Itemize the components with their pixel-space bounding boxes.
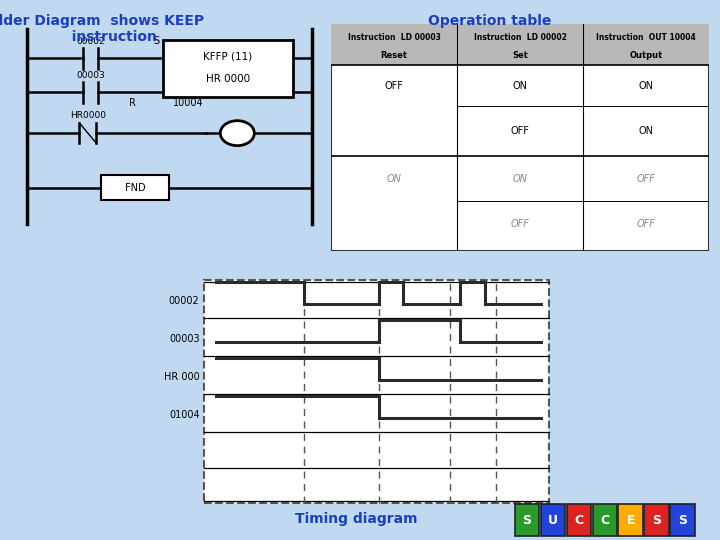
Bar (204, 280, 549, 503)
Text: OFF: OFF (636, 219, 656, 229)
Text: OFF: OFF (636, 173, 656, 184)
Bar (331, 24, 709, 65)
Text: OFF: OFF (510, 219, 530, 229)
Text: S: S (523, 514, 531, 526)
Text: S: S (652, 514, 661, 526)
Bar (101, 175, 169, 200)
Text: 00003: 00003 (169, 334, 199, 344)
Text: OFF: OFF (384, 80, 404, 91)
Circle shape (220, 120, 254, 146)
Text: 00002: 00002 (76, 37, 104, 45)
Text: C: C (575, 514, 583, 526)
Text: Set: Set (512, 51, 528, 59)
Text: HR 000: HR 000 (163, 372, 199, 382)
Text: Instruction  LD 00003: Instruction LD 00003 (348, 32, 441, 42)
Text: R: R (129, 98, 135, 108)
Text: ON: ON (513, 80, 528, 91)
Text: 00003: 00003 (76, 71, 104, 79)
Text: S: S (678, 514, 687, 526)
Text: S: S (154, 36, 160, 45)
Text: Ladder Diagram  shows KEEP
          instruction: Ladder Diagram shows KEEP instruction (0, 14, 204, 44)
Text: 00002: 00002 (168, 296, 199, 306)
Text: HR 0000: HR 0000 (206, 74, 250, 84)
Text: ON: ON (639, 126, 654, 136)
Bar (204, 280, 549, 503)
Text: KFFP (11): KFFP (11) (203, 51, 253, 61)
Text: FND: FND (125, 183, 145, 193)
Text: C: C (600, 514, 609, 526)
Text: E: E (626, 514, 635, 526)
Text: U: U (548, 514, 558, 526)
Text: Instruction  LD 00002: Instruction LD 00002 (474, 32, 567, 42)
Text: HR0000: HR0000 (70, 111, 106, 120)
Text: ON: ON (639, 80, 654, 91)
Text: 01004: 01004 (169, 410, 199, 420)
Text: OFF: OFF (510, 126, 530, 136)
Text: ON: ON (513, 173, 528, 184)
Text: Output: Output (629, 51, 663, 59)
Bar (163, 40, 293, 97)
Text: Timing diagram: Timing diagram (295, 512, 418, 526)
Text: 10004: 10004 (173, 98, 203, 108)
Text: ON: ON (387, 173, 402, 184)
Text: Instruction  OUT 10004: Instruction OUT 10004 (596, 32, 696, 42)
Text: Reset: Reset (381, 51, 408, 59)
Text: Operation table: Operation table (428, 14, 552, 28)
